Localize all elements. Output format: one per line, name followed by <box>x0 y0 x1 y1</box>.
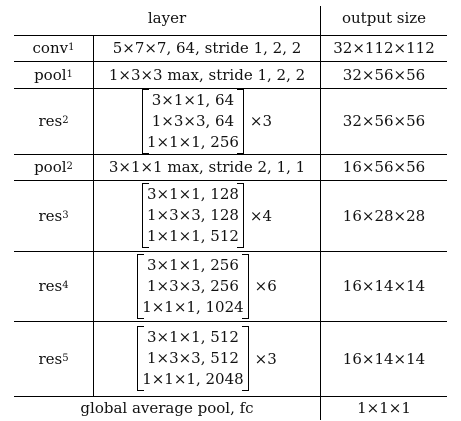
block-line: 1×1×1, 512 <box>146 227 239 245</box>
footer-output-size: 1×1×1 <box>357 399 411 417</box>
layer-name: pool 1 <box>34 65 73 84</box>
bracket-matrix: 3×1×1, 128 1×3×3, 128 1×1×1, 512 <box>141 183 244 248</box>
row-rule <box>14 180 447 181</box>
block-repeat: ×3 <box>254 349 277 368</box>
column-rule-output <box>320 6 321 420</box>
bracket-tick <box>241 326 248 327</box>
output-size: 16×28×28 <box>342 206 426 225</box>
header-layer: layer <box>147 8 187 27</box>
block-line: 1×3×3, 128 <box>146 206 239 224</box>
block-spec: 3×1×1, 128 1×3×3, 128 1×1×1, 512 ×4 <box>141 183 273 248</box>
block-line: 3×1×1, 128 <box>146 185 239 203</box>
block-line: 1×3×3, 512 <box>146 349 239 367</box>
header-output-size: output size <box>341 8 427 27</box>
block-line: 1×1×1, 2048 <box>142 370 244 388</box>
footer-label: global average pool, fc <box>80 399 254 417</box>
block-line: 3×1×1, 64 <box>151 90 235 109</box>
row-rule <box>14 88 447 89</box>
bracket-tick <box>241 390 248 391</box>
block-spec: 3×1×1, 64 1×3×3, 64 1×1×1, 256 ×3 <box>141 88 273 154</box>
layer-name: res 4 <box>38 277 69 295</box>
layer-name-text: res <box>38 112 63 130</box>
layer-config: 3×1×1 max, stride 2, 1, 1 <box>108 158 306 176</box>
output-size: 32×56×56 <box>342 65 426 84</box>
layer-name-text: res <box>38 349 63 368</box>
row-rule <box>14 61 447 62</box>
output-size: 16×14×14 <box>342 349 426 368</box>
bracket-tick <box>236 247 243 248</box>
layer-config: 5×7×7, 64, stride 1, 2, 2 <box>112 39 302 57</box>
header-rule <box>14 35 447 36</box>
layer-config: 3×1×1, 128 1×3×3, 128 1×1×1, 512 ×4 <box>94 180 320 251</box>
layer-config: 1×3×3 max, stride 1, 2, 2 <box>108 65 306 84</box>
layer-name: res 2 <box>38 112 69 130</box>
block-repeat: ×3 <box>249 112 273 130</box>
row-rule <box>14 321 447 322</box>
column-rule-layer <box>93 35 94 396</box>
bracket-tick <box>236 152 243 154</box>
row-rule <box>14 251 447 252</box>
layer-name-text: res <box>38 206 63 225</box>
layer-name: res 5 <box>38 349 69 368</box>
layer-config: 3×1×1, 512 1×3×3, 512 1×1×1, 2048 ×3 <box>94 321 320 396</box>
bracket-tick <box>241 253 248 255</box>
bracket-matrix: 3×1×1, 512 1×3×3, 512 1×1×1, 2048 <box>137 326 249 391</box>
row-rule <box>14 154 447 155</box>
output-size: 16×14×14 <box>342 277 426 295</box>
block-line: 3×1×1, 512 <box>146 328 239 346</box>
block-line: 1×3×3, 256 <box>146 276 239 295</box>
bracket-tick <box>236 183 243 184</box>
block-line: 1×3×3, 64 <box>151 111 235 130</box>
block-spec: 3×1×1, 256 1×3×3, 256 1×1×1, 1024 ×6 <box>137 253 277 319</box>
block-line: 1×1×1, 1024 <box>142 297 244 316</box>
block-line: 1×1×1, 256 <box>146 132 239 151</box>
bracket-matrix: 3×1×1, 256 1×3×3, 256 1×1×1, 1024 <box>137 253 249 319</box>
bracket-matrix: 3×1×1, 64 1×3×3, 64 1×1×1, 256 <box>141 88 244 154</box>
block-spec: 3×1×1, 512 1×3×3, 512 1×1×1, 2048 ×3 <box>137 326 277 391</box>
layer-name-text: pool <box>34 158 67 176</box>
row-rule <box>14 396 447 397</box>
output-size: 32×112×112 <box>333 39 435 57</box>
bracket-tick <box>241 317 248 319</box>
layer-config: 3×1×1, 256 1×3×3, 256 1×1×1, 1024 ×6 <box>94 251 320 321</box>
layer-config: 3×1×1, 64 1×3×3, 64 1×1×1, 256 ×3 <box>94 88 320 154</box>
layer-name-text: conv <box>32 39 69 57</box>
block-repeat: ×4 <box>249 206 273 225</box>
block-line: 3×1×1, 256 <box>146 255 239 274</box>
block-repeat: ×6 <box>254 277 277 295</box>
layer-name: res 3 <box>38 206 69 225</box>
layer-name: pool 2 <box>34 158 73 176</box>
output-size: 16×56×56 <box>342 158 426 176</box>
layer-name: conv 1 <box>32 39 75 57</box>
output-size: 32×56×56 <box>342 112 426 130</box>
layer-name-text: pool <box>34 65 67 84</box>
layer-name-text: res <box>38 277 63 295</box>
bracket-tick <box>236 88 243 90</box>
